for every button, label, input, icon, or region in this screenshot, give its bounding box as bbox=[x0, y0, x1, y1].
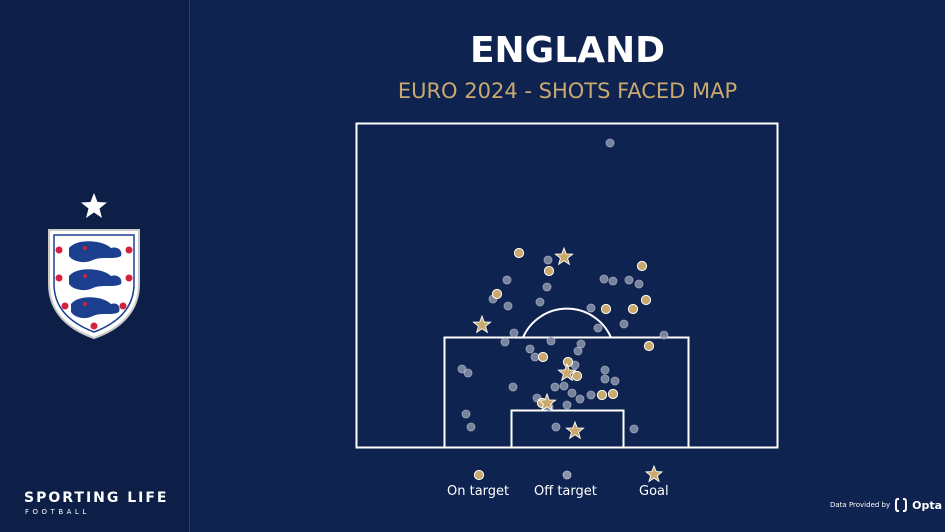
goal-shot-marker bbox=[472, 314, 492, 334]
off-target-shot-marker bbox=[562, 400, 572, 410]
off-target-shot-marker bbox=[461, 409, 471, 419]
data-credit-text: Data Provided by bbox=[830, 501, 891, 509]
off-target-shot-marker bbox=[586, 303, 596, 313]
three-lions-crest-icon bbox=[48, 229, 140, 340]
off-target-shot-marker bbox=[509, 328, 519, 338]
on-target-shot-marker bbox=[627, 303, 639, 315]
on-target-shot-marker bbox=[607, 388, 619, 400]
off-target-shot-marker bbox=[542, 282, 552, 292]
pitch-map bbox=[355, 122, 779, 449]
goal-shot-marker bbox=[554, 246, 574, 266]
off-target-shot-marker bbox=[502, 275, 512, 285]
six-yard-box bbox=[510, 409, 625, 449]
opta-logo-icon bbox=[895, 498, 908, 512]
on-target-shot-marker bbox=[600, 303, 612, 315]
off-target-shot-marker bbox=[567, 388, 577, 398]
off-target-shot-marker bbox=[599, 274, 609, 284]
off-target-shot-marker bbox=[551, 422, 561, 432]
pitch-outline bbox=[355, 122, 779, 449]
on-target-shot-marker bbox=[543, 265, 555, 277]
off-target-shot-marker bbox=[586, 390, 596, 400]
off-target-shot-marker bbox=[629, 424, 639, 434]
off-target-shot-marker bbox=[546, 336, 556, 346]
off-target-shot-marker bbox=[503, 301, 513, 311]
legend-on-target-marker bbox=[473, 469, 485, 481]
off-target-shot-marker bbox=[593, 323, 603, 333]
on-target-shot-marker bbox=[562, 356, 574, 368]
off-target-shot-marker bbox=[525, 344, 535, 354]
legend-off-target-marker bbox=[562, 470, 572, 480]
off-target-shot-marker bbox=[550, 382, 560, 392]
on-target-shot-marker bbox=[640, 294, 652, 306]
goal-shot-marker bbox=[537, 392, 557, 412]
star-icon bbox=[81, 193, 107, 218]
off-target-shot-marker bbox=[605, 138, 615, 148]
off-target-shot-marker bbox=[508, 382, 518, 392]
off-target-shot-marker bbox=[634, 279, 644, 289]
on-target-shot-marker bbox=[636, 260, 648, 272]
off-target-shot-marker bbox=[608, 276, 618, 286]
goal-shot-marker bbox=[557, 362, 577, 382]
off-target-shot-marker bbox=[559, 381, 569, 391]
off-target-shot-marker bbox=[543, 255, 553, 265]
on-target-shot-marker bbox=[596, 389, 608, 401]
off-target-shot-marker bbox=[624, 275, 634, 285]
opta-logo-text: Opta bbox=[912, 498, 943, 512]
on-target-shot-marker bbox=[643, 340, 655, 352]
on-target-shot-marker bbox=[571, 370, 583, 382]
brand-name: SPORTING LIFE bbox=[24, 490, 169, 506]
shots-layer bbox=[457, 138, 669, 440]
off-target-shot-marker bbox=[466, 422, 476, 432]
off-target-shot-marker bbox=[500, 337, 510, 347]
off-target-shot-marker bbox=[457, 364, 467, 374]
legend-on-target-label: On target bbox=[447, 484, 510, 499]
data-credit: Data Provided by Opta bbox=[830, 497, 942, 513]
on-target-shot-marker bbox=[491, 288, 503, 300]
legend-off-target-label: Off target bbox=[534, 484, 597, 499]
on-target-shot-marker bbox=[513, 247, 525, 259]
penalty-arc bbox=[522, 307, 612, 338]
sidebar: SPORTING LIFE FOOTBALL bbox=[0, 0, 190, 532]
off-target-shot-marker bbox=[535, 297, 545, 307]
penalty-area bbox=[443, 336, 690, 449]
chart-subtitle: EURO 2024 - SHOTS FACED MAP bbox=[397, 79, 738, 103]
on-target-shot-marker bbox=[537, 351, 549, 363]
goal-shot-marker bbox=[565, 420, 585, 440]
off-target-shot-marker bbox=[600, 374, 610, 384]
off-target-shot-marker bbox=[530, 352, 540, 362]
legend-goal-marker bbox=[645, 465, 663, 483]
brand-subtitle: FOOTBALL bbox=[25, 508, 90, 516]
off-target-shot-marker bbox=[659, 330, 669, 340]
off-target-shot-marker bbox=[575, 394, 585, 404]
off-target-shot-marker bbox=[619, 319, 629, 329]
off-target-shot-marker bbox=[463, 368, 473, 378]
off-target-shot-marker bbox=[610, 376, 620, 386]
off-target-shot-marker bbox=[600, 365, 610, 375]
legend-goal-label: Goal bbox=[639, 484, 669, 499]
off-target-shot-marker bbox=[576, 339, 586, 349]
chart-title: ENGLAND bbox=[469, 30, 666, 71]
